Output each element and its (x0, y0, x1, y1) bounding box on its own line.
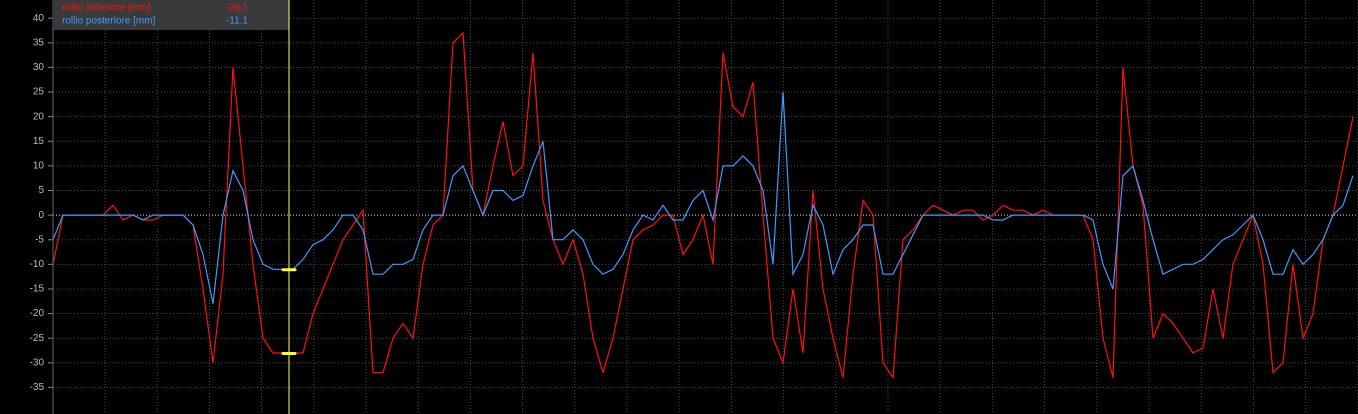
y-tick-label: -10 (30, 259, 45, 270)
y-tick-label: -20 (30, 308, 45, 319)
y-tick-label: 25 (33, 87, 45, 98)
cursor-readout: -11.1 (226, 16, 248, 27)
y-tick-label: -30 (30, 357, 45, 368)
series-line (52, 92, 1354, 304)
y-tick-label: 10 (33, 161, 45, 172)
y-tick-label: 15 (33, 136, 45, 147)
y-tick-label: 20 (33, 111, 45, 122)
y-tick-label: -35 (30, 382, 45, 393)
y-tick-label: 35 (33, 37, 45, 48)
y-tick-label: 40 (33, 13, 45, 24)
y-tick-label: -5 (35, 234, 44, 245)
y-tick-label: -25 (30, 333, 45, 344)
plot-layer (48, 17, 1358, 388)
cursor-readout: -28.1 (225, 3, 248, 14)
y-tick-label: -15 (30, 284, 45, 295)
y-tick-label: 30 (33, 62, 45, 73)
y-tick-label: 5 (38, 185, 44, 196)
cursor-markers (281, 268, 297, 355)
legend-box (53, 0, 289, 30)
legend-label: rollio posteriore [mm] (62, 16, 156, 27)
legend-label: rollio anteriore [mm] (62, 3, 151, 14)
y-tick-label: 0 (38, 210, 44, 221)
vertical-grid (104, 0, 1358, 414)
